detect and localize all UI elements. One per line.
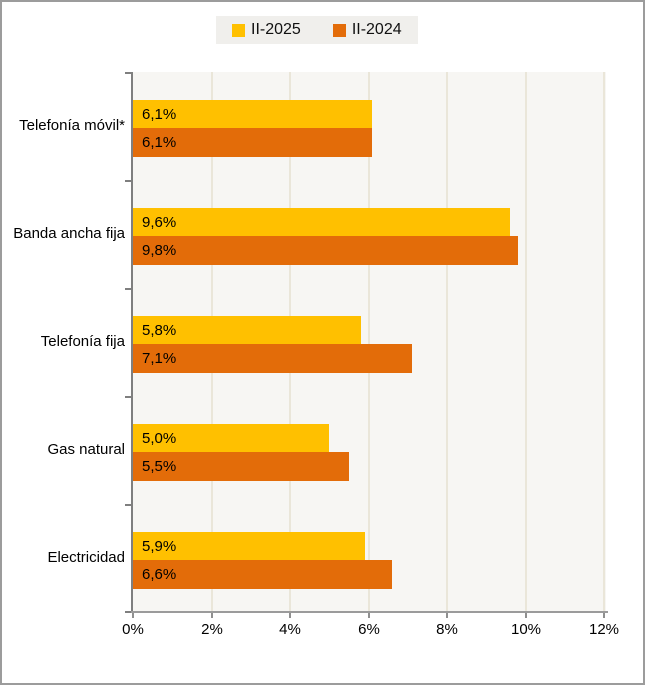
x-axis-tick <box>525 613 527 618</box>
category-band: 5,0% 5,5% <box>133 396 606 504</box>
bar-data-label: 5,5% <box>142 458 177 475</box>
bar-II-2024: 9,8% <box>133 236 518 265</box>
legend-label: II-2025 <box>251 21 301 38</box>
x-axis-tick <box>211 613 213 618</box>
legend-label: II-2024 <box>351 21 402 38</box>
x-axis-line <box>131 611 608 613</box>
gridline-12pct <box>603 72 605 612</box>
category-label: Telefonía móvil* <box>19 117 125 134</box>
bar-II-2025: 9,6% <box>133 208 510 236</box>
x-axis-tick-label: 2% <box>201 621 223 638</box>
category-label: Electricidad <box>47 549 125 566</box>
y-axis-tick <box>125 72 131 74</box>
bar-data-label: 5,9% <box>142 537 177 555</box>
bar-II-2024: 7,1% <box>133 344 412 373</box>
category-label: Telefonía fija <box>40 333 125 350</box>
bar-data-label: 9,8% <box>142 242 177 259</box>
bar-II-2025: 5,8% <box>133 316 361 344</box>
x-axis-tick-label: 6% <box>358 621 380 638</box>
gridline-10pct <box>525 72 527 612</box>
bar-II-2025: 6,1% <box>133 100 372 128</box>
y-axis-tick <box>125 396 131 398</box>
bar-data-label: 7,1% <box>142 350 177 367</box>
bar-data-label: 6,6% <box>142 566 177 583</box>
square-swatch-icon <box>332 23 346 37</box>
x-axis-tick <box>289 613 291 618</box>
bar-data-label: 5,0% <box>142 429 177 447</box>
legend-item-II-2025: II-2025 <box>232 21 301 39</box>
plot-area: 6,1% 6,1% 9,6% 9,8% 5,8% 7,1% 5,0% 5,5% 5,9% 6,6% <box>133 72 606 612</box>
y-axis-tick <box>125 504 131 506</box>
x-axis-tick <box>132 613 134 618</box>
category-band: 5,8% 7,1% <box>133 288 606 396</box>
bar-data-label: 6,1% <box>142 134 177 151</box>
category-band: 6,1% 6,1% <box>133 72 606 180</box>
y-axis-line <box>131 72 133 613</box>
gridline-8pct <box>446 72 448 612</box>
square-swatch-icon <box>232 23 245 37</box>
y-axis-tick <box>125 288 131 290</box>
legend-item-II-2024: II-2024 <box>332 21 402 39</box>
category-label: Gas natural <box>47 441 125 458</box>
bar-II-2025: 5,9% <box>133 532 365 560</box>
bar-data-label: 9,6% <box>142 213 177 231</box>
bar-II-2025: 5,0% <box>133 424 329 452</box>
x-axis-tick-label: 12% <box>588 621 620 638</box>
x-axis-tick-label: 0% <box>122 621 144 638</box>
x-axis-tick-label: 10% <box>510 621 542 638</box>
bar-II-2024: 6,1% <box>133 128 372 157</box>
gridline-6pct <box>368 72 370 612</box>
bar-II-2024: 6,6% <box>133 560 392 589</box>
x-axis-tick <box>603 613 605 618</box>
bar-II-2024: 5,5% <box>133 452 349 481</box>
category-label: Banda ancha fija <box>13 225 125 242</box>
chart-legend: II-2025 II-2024 <box>216 16 418 44</box>
category-band: 9,6% 9,8% <box>133 180 606 288</box>
y-axis-tick <box>125 180 131 182</box>
bar-data-label: 6,1% <box>142 105 177 123</box>
bar-data-label: 5,8% <box>142 321 177 339</box>
category-band: 5,9% 6,6% <box>133 504 606 612</box>
y-axis-tick <box>125 611 131 613</box>
x-axis-tick-label: 8% <box>436 621 458 638</box>
x-axis-tick-label: 4% <box>279 621 301 638</box>
x-axis-tick <box>368 613 370 618</box>
x-axis-tick <box>446 613 448 618</box>
